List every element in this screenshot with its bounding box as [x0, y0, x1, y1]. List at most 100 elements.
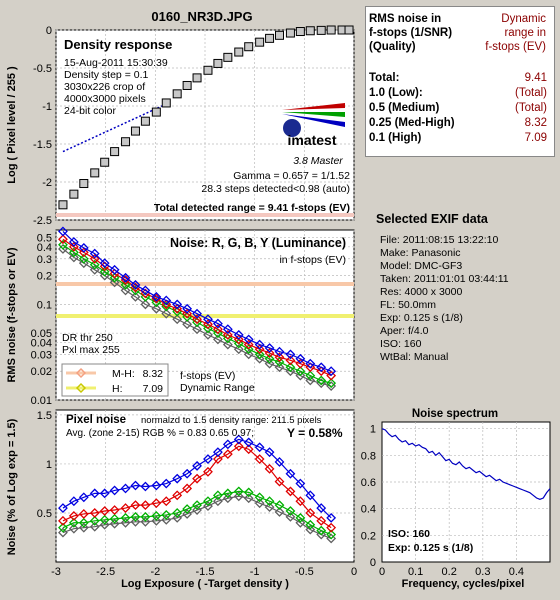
density-point: [161, 98, 171, 108]
density-point: [285, 28, 295, 38]
pixel-noise-point: [274, 507, 285, 517]
table-row: 1.0 (Low): (Total): [369, 87, 549, 99]
exif-section: Selected EXIF data File: 2011:08:15 13:2…: [372, 212, 557, 364]
noise-ytick-label: 0.02: [31, 366, 52, 378]
pixel-noise-point: [264, 447, 275, 458]
pixel-noise-point: [203, 496, 213, 507]
pixel-noise-point: [151, 515, 162, 526]
pixel-noise-point: [140, 516, 151, 527]
noise-point: [203, 329, 213, 340]
pixel-noise-point: [316, 529, 327, 540]
exif-row: File: 2011:08:15 13:22:10: [380, 234, 499, 246]
noise-point: [58, 239, 68, 250]
noise-point: [161, 299, 172, 310]
pixel-noise-point: [212, 447, 223, 458]
pixel-noise-norm: normalzd to 1.5 density range: 211.5 pix…: [141, 415, 322, 426]
noise-point: [89, 248, 100, 259]
density-point: [265, 33, 275, 43]
spectrum-iso: ISO: 160: [388, 528, 430, 540]
noise-point: [203, 323, 213, 334]
pixel-noise-ytick-label: 0.5: [37, 508, 52, 520]
noise-point: [222, 329, 233, 340]
noise-point: [254, 353, 265, 364]
noise-point: [161, 308, 172, 319]
pixel-noise-point: [89, 521, 100, 532]
table-row-label: 0.5 (Medium): [369, 102, 440, 114]
density-point: [255, 37, 265, 47]
pixel-noise-point: [68, 510, 79, 521]
density-point: [90, 168, 100, 178]
pixel-noise-xtick-label: -2.5: [96, 566, 115, 578]
noise-point: [130, 279, 141, 290]
pixel-noise-point: [222, 449, 233, 460]
noise-point: [212, 334, 223, 345]
pixel-noise-point: [285, 486, 296, 497]
noise-ytick-label: 0.3: [37, 254, 52, 266]
noise-ytick-label: 0.04: [31, 337, 52, 349]
noise-point: [243, 339, 254, 350]
noise-ytick-label: 0.03: [31, 349, 52, 361]
dr-thr-text: DR thr 250: [62, 332, 113, 344]
pixel-noise-ytick-label: 1.5: [37, 410, 52, 422]
noise-point: [274, 346, 285, 357]
pixel-noise-point: [326, 529, 337, 540]
noise-point: [264, 348, 275, 358]
noise-point: [89, 264, 100, 275]
density-point: [172, 89, 182, 99]
table-row-value: (Total): [515, 87, 547, 99]
noise-point: [151, 291, 162, 302]
pixel-noise-point: [120, 483, 131, 494]
legend-mh-marker-icon: [75, 367, 87, 379]
density-point: [151, 107, 161, 117]
density-info-date: 15-Aug-2011 15:30:39: [64, 57, 168, 69]
pixel-noise-point: [264, 463, 275, 474]
noise-point: [89, 259, 100, 270]
noise-point: [264, 358, 275, 369]
noise-series-line: [62, 244, 332, 384]
pixel-noise-point: [99, 519, 110, 530]
pixel-noise-point: [326, 533, 337, 544]
pixel-noise-point: [295, 496, 306, 507]
spectrum-ytick-label: 0.2: [361, 530, 376, 542]
noise-point: [326, 366, 337, 377]
spectrum-yticks: 1 0.8 0.6 0.4 0.2 0: [361, 424, 376, 569]
legend-h-label: H:: [112, 383, 123, 395]
exif-title: Selected EXIF data: [376, 212, 488, 226]
noise-ytick-label: 0.2: [37, 271, 52, 283]
exif-row: FL: 50.0mm: [380, 299, 437, 311]
spectrum-xtick-label: 0.1: [408, 566, 423, 578]
noise-point: [68, 247, 79, 258]
density-point: [79, 179, 89, 189]
pixel-noise-marks: [58, 434, 337, 544]
logo-ray-blue: [282, 114, 345, 127]
noise-panel: 0.50.40.3 0.2 0.1 0.050.040.03 0.02 0.01 Nois…: [6, 226, 355, 407]
pixel-noise-point: [78, 509, 89, 519]
density-point: [305, 26, 315, 36]
noise-point: [182, 308, 193, 319]
pixel-noise-point: [192, 460, 202, 471]
noise-point: [68, 237, 79, 247]
noise-point: [78, 247, 89, 258]
noise-ytick-label: 0.05: [31, 328, 52, 340]
pixel-noise-point: [305, 524, 316, 535]
noise-point: [140, 299, 151, 310]
noise-point: [192, 324, 202, 335]
noise-point: [58, 244, 68, 254]
pixel-noise-point: [254, 454, 265, 464]
pixel-noise-point: [140, 481, 151, 492]
pixel-noise-point: [316, 503, 327, 513]
pixel-noise-yticks: 1.5 1 0.5: [37, 410, 52, 520]
legend-note-fstops: f-stops (EV): [180, 370, 235, 382]
density-ylabel: Log ( Pixel level / 255 ): [6, 66, 18, 184]
table-row-value: 9.41: [524, 72, 547, 84]
pixel-noise-point: [316, 515, 327, 526]
noise-point: [172, 303, 183, 314]
table-header-left-line1: RMS noise in: [369, 13, 442, 25]
pixel-noise-point: [233, 434, 244, 445]
pixel-noise-point: [109, 505, 120, 515]
noise-point: [222, 333, 233, 344]
noise-point: [316, 362, 327, 373]
noise-point: [68, 241, 79, 252]
noise-point: [254, 339, 265, 350]
noise-point: [264, 353, 275, 364]
